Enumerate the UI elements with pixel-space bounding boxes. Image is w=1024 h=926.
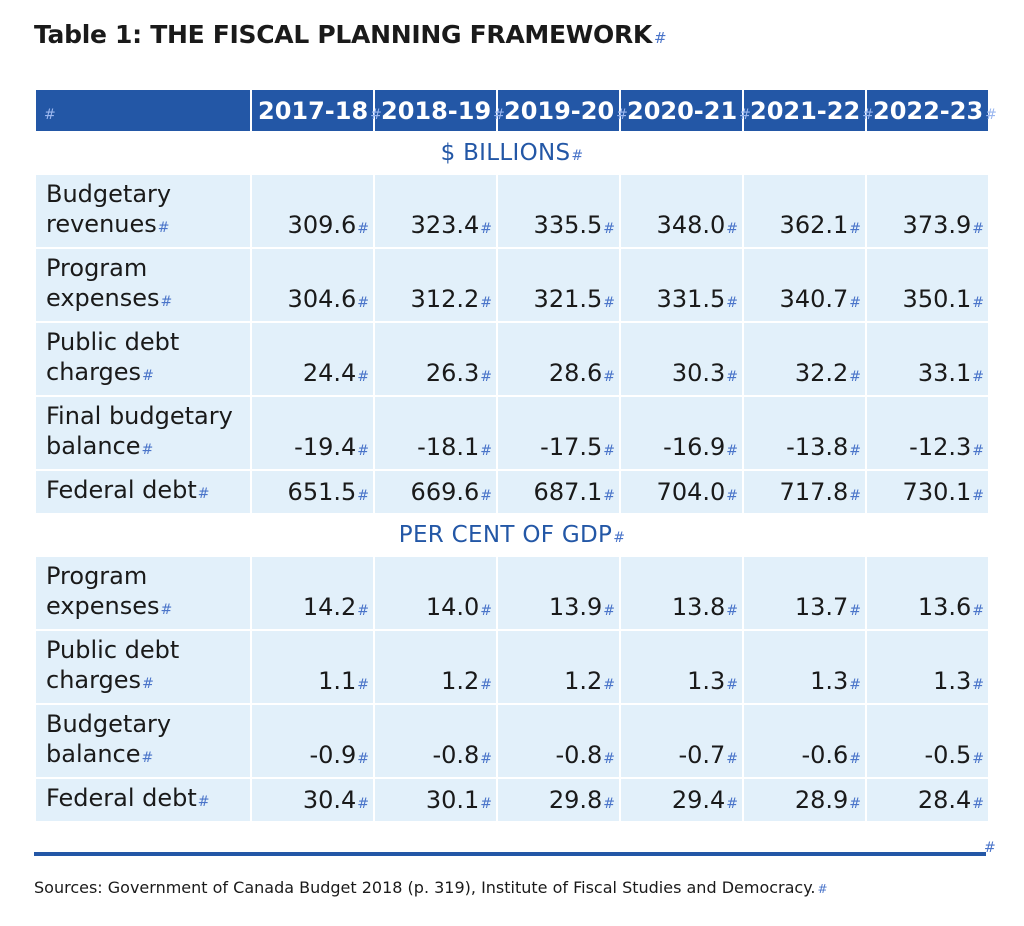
row-label: Final budgetary balance# [36, 397, 250, 469]
value-cell: 730.1# [867, 471, 988, 513]
value-cell: 33.1# [867, 323, 988, 395]
value-cell: -0.5# [867, 705, 988, 777]
value-cell: 1.2# [375, 631, 496, 703]
value-cell: 13.7# [744, 557, 865, 629]
value-cell: 687.1# [498, 471, 619, 513]
table-row: Public debt charges# 1.1# 1.2# 1.2# 1.3# 1.3#… [36, 631, 988, 703]
value-cell: -0.6# [744, 705, 865, 777]
value-cell: 1.3# [867, 631, 988, 703]
value-cell: 669.6# [375, 471, 496, 513]
year-header: 2019-20 # [498, 90, 628, 131]
table-title: Table 1: THE FISCAL PLANNING FRAMEWORK # [34, 20, 667, 49]
bottom-rule [34, 852, 986, 856]
value-cell: 1.1# [252, 631, 373, 703]
value-cell: 309.6# [252, 175, 373, 247]
value-cell: 1.3# [744, 631, 865, 703]
row-label: Federal debt# [36, 779, 250, 821]
value-cell: 323.4# [375, 175, 496, 247]
table-row: Public debt charges# 24.4# 26.3# 28.6# 30.3#… [36, 323, 988, 395]
year-header: 2022-23 # [867, 90, 997, 131]
value-cell: 373.9# [867, 175, 988, 247]
value-cell: 1.3# [621, 631, 742, 703]
value-cell: 340.7# [744, 249, 865, 321]
value-cell: 26.3# [375, 323, 496, 395]
row-label: Program expenses# [36, 249, 250, 321]
value-cell: 30.3# [621, 323, 742, 395]
row-label: Budgetary revenues# [36, 175, 250, 247]
table-row: Program expenses# 304.6# 312.2# 321.5# 331.5… [36, 249, 988, 321]
value-cell: 651.5# [252, 471, 373, 513]
value-cell: 30.1# [375, 779, 496, 821]
value-cell: -0.7# [621, 705, 742, 777]
header-row: # 2017-18 # 2018-19 # 2019-20 # 2020-21 # 20… [36, 90, 997, 131]
value-cell: 1.2# [498, 631, 619, 703]
value-cell: 362.1# [744, 175, 865, 247]
value-cell: 704.0# [621, 471, 742, 513]
section-heading-row: PER CENT OF GDP# [36, 515, 988, 555]
rule-mark: # [984, 840, 996, 856]
value-cell: 13.6# [867, 557, 988, 629]
value-cell: -0.8# [498, 705, 619, 777]
value-cell: 14.2# [252, 557, 373, 629]
table-row: Final budgetary balance# -19.4# -18.1# -17.… [36, 397, 988, 469]
value-cell: -18.1# [375, 397, 496, 469]
value-cell: -0.8# [375, 705, 496, 777]
value-cell: 304.6# [252, 249, 373, 321]
fiscal-table: # 2017-18 # 2018-19 # 2019-20 # 2020-21 # 20… [34, 88, 997, 823]
table-row: Program expenses# 14.2# 14.0# 13.9# 13.8# 13.… [36, 557, 988, 629]
section-heading: $ BILLIONS# [36, 133, 988, 173]
value-cell: 335.5# [498, 175, 619, 247]
year-header: 2020-21 # [621, 90, 751, 131]
value-cell: 29.8# [498, 779, 619, 821]
value-cell: 13.8# [621, 557, 742, 629]
section-heading: PER CENT OF GDP# [36, 515, 988, 555]
value-cell: -17.5# [498, 397, 619, 469]
year-header: 2018-19 # [375, 90, 505, 131]
value-cell: 331.5# [621, 249, 742, 321]
value-cell: 28.6# [498, 323, 619, 395]
year-header: 2021-22 # [744, 90, 874, 131]
value-cell: -16.9# [621, 397, 742, 469]
row-label: Public debt charges# [36, 323, 250, 395]
table-row: Budgetary revenues# 309.6# 323.4# 335.5# 348… [36, 175, 988, 247]
sources-note: Sources: Government of Canada Budget 201… [34, 878, 828, 897]
row-label: Public debt charges# [36, 631, 250, 703]
value-cell: 29.4# [621, 779, 742, 821]
value-cell: 28.9# [744, 779, 865, 821]
value-cell: 28.4# [867, 779, 988, 821]
value-cell: -0.9# [252, 705, 373, 777]
value-cell: 717.8# [744, 471, 865, 513]
section-heading-row: $ BILLIONS# [36, 133, 988, 173]
row-label: Budgetary balance# [36, 705, 250, 777]
value-cell: 312.2# [375, 249, 496, 321]
value-cell: -13.8# [744, 397, 865, 469]
table-row: Federal debt# 651.5# 669.6# 687.1# 704.0# 717… [36, 471, 988, 513]
value-cell: 24.4# [252, 323, 373, 395]
value-cell: 13.9# [498, 557, 619, 629]
value-cell: 321.5# [498, 249, 619, 321]
year-header: 2017-18 # [252, 90, 382, 131]
value-cell: 30.4# [252, 779, 373, 821]
value-cell: 14.0# [375, 557, 496, 629]
value-cell: 348.0# [621, 175, 742, 247]
value-cell: 32.2# [744, 323, 865, 395]
table-row: Budgetary balance# -0.9# -0.8# -0.8# -0.7# -0… [36, 705, 988, 777]
value-cell: -12.3# [867, 397, 988, 469]
value-cell: 350.1# [867, 249, 988, 321]
row-label: Federal debt# [36, 471, 250, 513]
value-cell: -19.4# [252, 397, 373, 469]
table-row: Federal debt# 30.4# 30.1# 29.8# 29.4# 28.9# 28… [36, 779, 988, 821]
row-label: Program expenses# [36, 557, 250, 629]
corner-cell: # [36, 90, 250, 131]
